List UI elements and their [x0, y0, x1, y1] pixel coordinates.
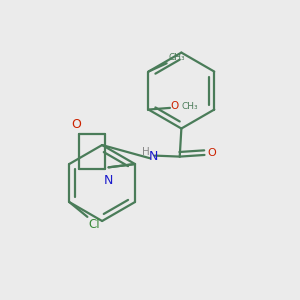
Text: N: N [148, 150, 158, 163]
Text: H: H [142, 147, 150, 157]
Text: N: N [104, 174, 113, 187]
Text: O: O [171, 101, 179, 111]
Text: CH₃: CH₃ [168, 53, 185, 62]
Text: Cl: Cl [88, 218, 100, 231]
Text: CH₃: CH₃ [182, 102, 198, 111]
Text: O: O [71, 118, 81, 131]
Text: O: O [207, 148, 216, 158]
